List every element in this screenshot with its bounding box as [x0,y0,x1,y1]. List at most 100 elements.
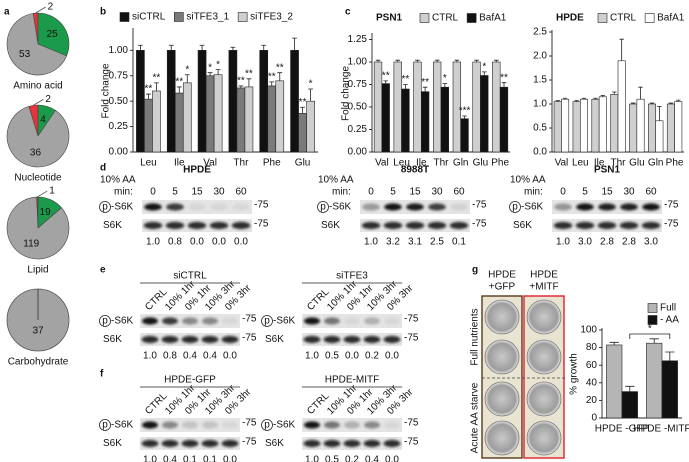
pie-value-label: 1 [49,186,55,197]
phospho-circle [261,419,273,431]
pie-title: Carbohydrate [8,357,69,368]
bar [591,98,600,153]
culture-plate [484,420,520,456]
y-tick-label: 0.00 [348,147,368,158]
phospho-band [364,317,380,325]
significance-label: ** [245,68,253,79]
quantification: 0.5 [325,351,339,362]
phospho-band [642,203,660,211]
pie-value-label: 37 [32,325,44,336]
marker-label: -75 [254,219,269,230]
row-label: S6K [103,438,122,449]
bar [381,83,390,153]
blot-title: siCTRL [173,271,207,282]
total-band [165,221,185,230]
bar [228,50,238,153]
significance-label: ** [237,76,245,87]
bar [275,80,285,153]
error-bar [207,72,213,76]
y-tick-label: 0.75 [348,79,368,90]
bar [433,61,442,153]
error-bar [215,69,221,75]
blot-title: 8988T [401,165,429,176]
phospho-circle [317,201,329,213]
lane-label: 5 [390,187,396,198]
error-bar [625,385,635,392]
quantification: 0.2 [365,351,379,362]
lane-label: 0 [560,187,566,198]
significance-label: ** [268,71,276,82]
total-band [553,221,573,230]
quantification: 0.0 [385,455,399,462]
phospho-band [384,421,400,429]
bar [460,118,469,153]
total-band [221,439,239,448]
error-bar [665,351,675,361]
y-tick-label: 0.25 [109,121,129,132]
y-tick-label: 0.5 [533,123,547,134]
chart-title: PSN1 [376,13,403,24]
quantification: 0.2 [345,455,359,462]
marker-label: -75 [472,219,487,230]
pie-value-label: 119 [23,238,39,249]
culture-plate [484,299,520,335]
y-tick-label: 80 [586,342,598,353]
phospho-circle [99,419,111,431]
quantification: 1.0 [305,351,319,362]
plate-header: HPDE [488,270,516,281]
total-band [161,439,179,448]
bar [661,360,678,419]
quantification: 0.4 [183,351,197,362]
y-tick-label: 60 [586,360,598,371]
lane-label: 0 [150,187,156,198]
bar [636,98,645,153]
bar [553,101,562,153]
marker-label: -75 [254,200,269,211]
panel-label: c [345,7,351,18]
marker-label: -75 [404,437,419,448]
row-label: S6K [103,220,122,231]
lane-label: 30 [623,187,635,198]
lane-label: 5 [172,187,178,198]
legend-label: siCTRL [132,12,166,23]
quantification: 0.4 [203,351,217,362]
error-bar [657,106,662,121]
legend-label: - AA [660,315,679,326]
phospho-band [344,317,360,325]
total-band [209,221,229,230]
phospho-band [162,421,178,429]
bar [306,100,315,153]
legend-label: siTFE3_2 [250,12,293,23]
phospho-band [142,317,158,325]
error-bar [555,100,560,102]
pie-value-label: 2 [48,2,54,13]
bar [373,61,383,153]
x-tick-label: Val [203,158,217,169]
total-band [383,439,401,448]
y-tick-label: 1.00 [109,45,129,56]
bar [572,101,581,153]
error-bar [481,71,487,76]
quantification: 0.8 [168,237,182,248]
quantification: 3.2 [386,237,400,248]
x-tick-label: Thr [611,158,627,169]
quantification: 0.0 [223,351,237,362]
phospho-circle [99,201,111,213]
bar [472,61,481,153]
marker-label: -75 [242,437,257,448]
panel-label: e [100,265,106,276]
row-label: S6K [103,334,122,345]
quantification: 0.5 [325,455,339,462]
lane-label: 60 [235,187,247,198]
error-bar [415,59,420,62]
significance-label: * [443,73,447,84]
error-bar [493,59,499,62]
total-band [303,335,321,344]
x-tick-label: Ile [416,158,427,169]
error-bar [375,59,381,62]
culture-plate [526,299,562,335]
x-tick-label: Ile [174,158,185,169]
quantification: 0.1 [183,455,197,462]
bar [413,61,422,153]
phospho-band [362,203,380,211]
